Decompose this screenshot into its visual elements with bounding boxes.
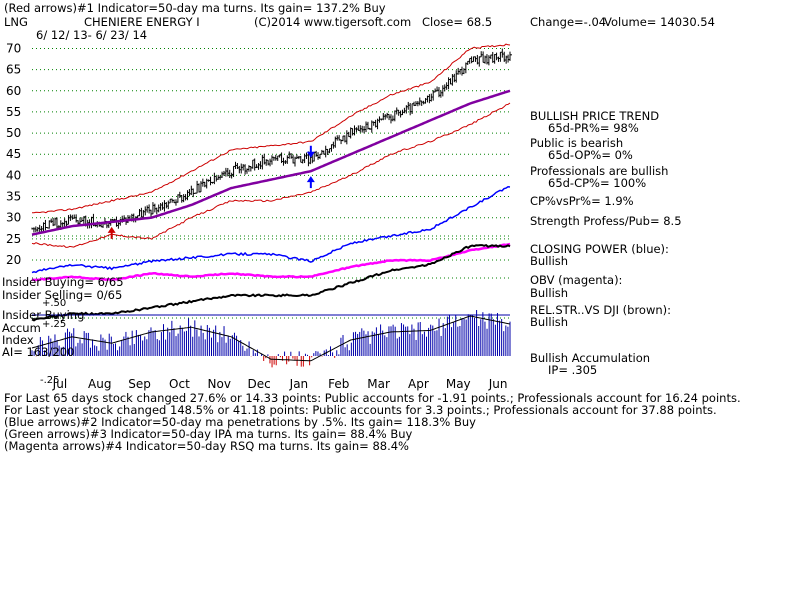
index-label: Index [2,333,34,347]
x-axis-months: Jul Aug Sep Oct Nov Dec Jan Feb Mar Apr May Jun [52,377,508,391]
y-tick-50: 50 [6,126,21,140]
month-label-nov: Nov [208,377,231,391]
bollinger-bands [31,43,511,248]
month-label-sep: Sep [128,377,151,391]
close-value: Close= 68.5 [422,15,493,29]
month-label-may: May [446,377,471,391]
signal-arrow-red-up [107,226,116,239]
y-tick-55: 55 [6,105,21,119]
obv-line [31,242,511,282]
price-bar [319,153,322,159]
footer-green-arrows: (Green arrows)#3 Indicator=50-day IPA ma… [4,427,413,441]
moving-average [31,89,511,236]
cp-value: 65d-CP%= 100% [548,176,647,190]
insider-selling-count: Insider Selling= 0/65 [2,288,123,302]
y-axis-ticks: 70 65 60 55 50 45 40 35 30 25 20 [6,41,21,267]
accum-minus25-label: -.25 [40,375,60,386]
accum-plus50-label: +.50 [42,298,67,309]
accum-plus25-label: +.25 [42,319,67,330]
ai-value: AI= 163/200 [2,345,75,359]
accum-ma-line [31,315,511,362]
y-tick-65: 65 [6,63,21,77]
month-label-jun: Jun [488,377,508,391]
relstr-value: Bullish [530,315,569,329]
footer-blue-arrows: (Blue arrows)#2 Indicator=50-day ma pene… [4,415,476,429]
ip-value: IP= .305 [548,363,598,377]
month-label-apr: Apr [408,377,429,391]
public-bearish-label: Public is bearish [530,136,624,150]
price-bar [478,56,482,67]
closing-power-value: Bullish [530,254,569,268]
y-tick-35: 35 [6,190,21,204]
copyright-text: (C)2014 www.tigersoft.com [254,15,412,29]
month-label-aug: Aug [88,377,111,391]
signal-arrows [107,145,315,239]
y-tick-30: 30 [6,211,21,225]
pr-value: 65d-PR%= 98% [548,121,639,135]
ma-line [31,89,511,236]
y-tick-45: 45 [6,147,21,161]
strength-value: Strength Profess/Pub= 8.5 [530,214,682,228]
y-tick-60: 60 [6,84,21,98]
month-label-dec: Dec [247,377,270,391]
y-tick-25: 25 [6,232,21,246]
accumulation-label: Bullish Accumulation [530,351,651,365]
obv-label: OBV (magenta): [530,273,623,287]
price-bar [44,219,48,231]
relstr-label: REL.STR..VS DJI (brown): [530,303,672,317]
arrow-head [107,226,116,233]
signal-arrow-blue-up [306,176,315,189]
signal-arrow-blue-down [306,145,315,158]
relstr-line [31,243,511,322]
op-value: 65d-OP%= 0% [548,148,633,162]
company-name: CHENIERE ENERGY I [84,15,200,29]
cpvspr-value: CP%vsPr%= 1.9% [530,194,634,208]
price-bar [210,176,213,186]
change-value: Change=-.04 [530,15,607,29]
indicator-header-line: (Red arrows)#1 Indicator=50-day ma turns… [4,1,386,15]
y-tick-40: 40 [6,168,21,182]
month-label-mar: Mar [367,377,390,391]
prof-bullish-label: Professionals are bullish [530,164,669,178]
obv-value: Bullish [530,286,569,300]
footer-year: For Last year stock changed 148.5% or 41… [4,403,717,417]
bullish-trend-label: BULLISH PRICE TREND [530,109,660,123]
price-bars [31,48,512,233]
month-label-oct: Oct [169,377,190,391]
closing-power-label: CLOSING POWER (blue): [530,242,669,256]
indicator-lines [31,186,511,322]
accumulation-histogram [31,310,511,368]
footer-65day: For Last 65 days stock changed 27.6% or … [4,391,741,405]
insider-buying-label: Insider Buying [2,308,85,322]
upper-band-line [31,43,511,214]
ticker-symbol: LNG [4,15,28,29]
insider-buying-count: Insider Buying= 6/65 [2,275,124,289]
arrow-head [306,151,315,158]
arrow-head [306,176,315,183]
y-tick-70: 70 [6,41,21,55]
y-tick-20: 20 [6,253,21,267]
month-label-feb: Feb [328,377,349,391]
month-label-jul: Jul [52,377,67,391]
footer-magenta-arrows: (Magenta arrows)#4 Indicator=50-day RSQ … [4,439,409,453]
month-label-jan: Jan [289,377,309,391]
date-range: 6/ 12/ 13- 6/ 23/ 14 [36,28,148,42]
volume-value: Volume= 14030.54 [604,15,715,29]
closing-power-line [31,186,511,274]
price-bar [509,51,512,61]
accum-label: Accum [2,321,41,335]
